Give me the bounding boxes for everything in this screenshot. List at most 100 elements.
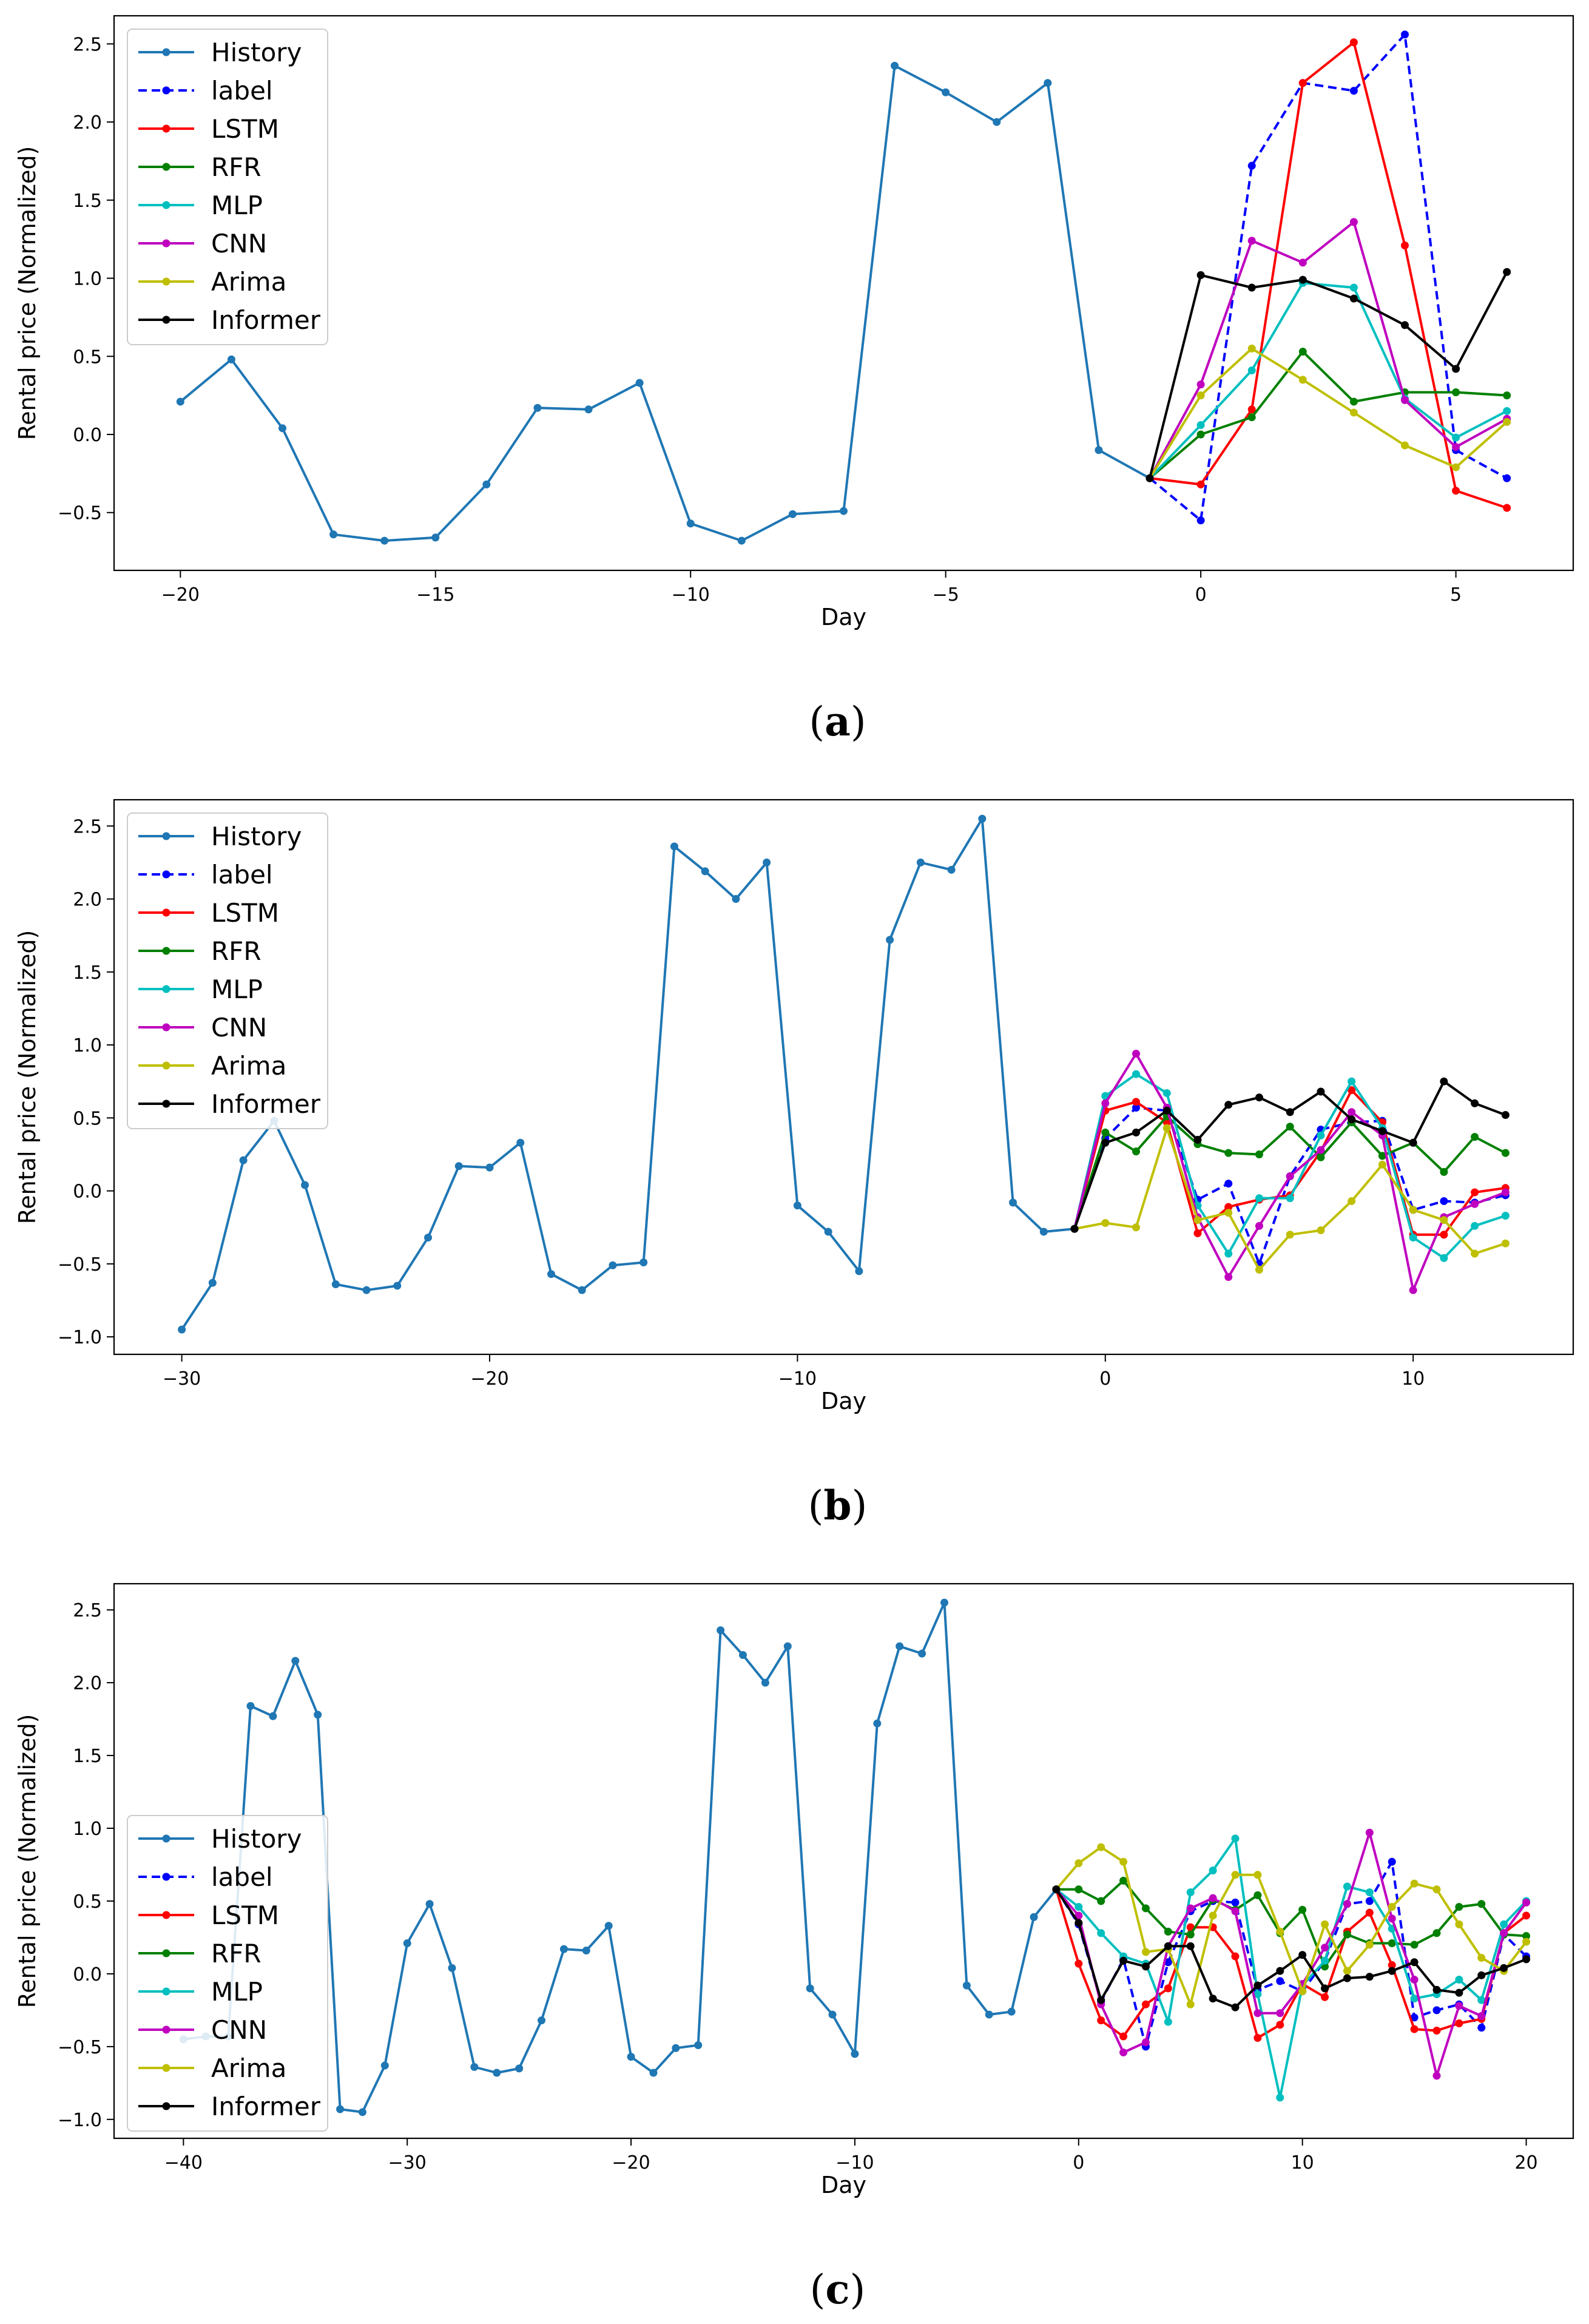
data-point-lstm [1075,1959,1083,1968]
x-tick-label: 20 [1514,2152,1537,2174]
data-point-cnn [1471,1200,1479,1208]
data-point-rfr [1388,1939,1396,1948]
data-point-rfr [1224,1149,1233,1157]
data-point-mlp [1500,1920,1508,1928]
data-point-rfr [1247,413,1256,422]
y-tick-label: 1.0 [73,1035,102,1056]
data-point-history [739,1651,747,1660]
legend-label-rfr: RFR [211,1939,261,1968]
data-point-informer [1410,1958,1419,1967]
data-point-history [246,1702,255,1711]
caption-close: ) [852,1482,868,1529]
legend-label-rfr: RFR [211,936,261,966]
data-point-mlp [1224,1249,1233,1258]
legend-label-history: History [211,1824,302,1854]
data-point-arima [1253,1871,1262,1879]
data-point-history [840,507,848,515]
data-point-history [635,379,644,387]
data-point-cnn [1231,1907,1240,1916]
data-point-arima [1501,1239,1510,1248]
data-point-lstm [1193,1229,1202,1237]
data-point-label [1365,1897,1374,1905]
series-line-lstm [1054,1889,1527,2039]
caption-close: ) [850,2266,866,2313]
legend-marker [162,124,170,133]
series-mlp [1070,1070,1510,1262]
data-point-informer [1132,1128,1141,1137]
data-point-rfr [1298,348,1307,356]
data-point-rfr [1440,1167,1448,1176]
data-point-informer [1343,1974,1351,1982]
data-point-informer [1097,1996,1105,2004]
data-point-informer [1253,1981,1262,1990]
x-tick-label: −40 [164,2152,203,2174]
data-point-informer [1186,1942,1195,1950]
data-point-rfr [1410,1941,1419,1949]
data-point-cnn [1141,2038,1150,2047]
data-point-history [425,1900,434,1908]
data-point-mlp [1253,1990,1262,1999]
data-point-label [1349,87,1358,95]
data-point-label [1132,1104,1141,1112]
data-point-history [269,1712,277,1720]
legend-label-mlp: MLP [211,1977,263,2007]
x-tick-label: 10 [1402,1368,1425,1390]
legend-label-informer: Informer [211,305,321,335]
panel-caption: (c) [810,2266,866,2313]
series-line-lstm [1149,41,1508,509]
data-point-history [1044,79,1052,87]
data-point-history [331,1280,340,1289]
plot-frame [113,799,1574,1356]
data-point-history [485,1163,494,1172]
data-point-history [584,405,593,414]
data-point-arima [1119,1857,1128,1866]
y-tick-label: 1.0 [73,1819,102,1840]
data-point-mlp [1231,1834,1240,1843]
y-tick-label: 2.0 [73,112,102,133]
data-point-lstm [1097,2016,1105,2025]
data-point-rfr [1286,1123,1294,1131]
data-point-history [403,1939,411,1948]
data-point-lstm [1503,504,1511,512]
data-point-cnn [1452,443,1460,451]
series-line-label [1149,33,1508,522]
data-point-label [1503,474,1511,482]
legend-label-cnn: CNN [211,229,267,258]
x-axis-label: Day [821,1388,866,1414]
data-point-arima [1348,1197,1356,1205]
data-point-arima [1409,1206,1417,1214]
legend: History label LSTM RFR MLP CNN Arima Informer [127,29,328,345]
data-point-informer [1317,1087,1325,1096]
data-point-arima [1365,1941,1374,1949]
chart-panel-b: −30 −20 −10 0 10 −1.0 −0.5 0.0 0.5 1.0 1.5 2.0 2.5 Da… [14,799,1574,1529]
data-point-arima [1286,1231,1294,1239]
data-point-informer [1471,1099,1479,1107]
legend-label-mlp: MLP [211,975,263,1004]
data-point-history [178,1325,186,1334]
data-point-lstm [1440,1231,1448,1239]
data-point-history [448,1964,456,1972]
x-tick-label: −15 [416,584,454,606]
data-point-informer [1432,1985,1441,1994]
data-point-rfr [1432,1929,1441,1937]
data-point-mlp [1075,1903,1083,1911]
legend-label-label: label [211,76,273,106]
data-point-rfr [1501,1149,1510,1157]
x-tick-label: 0 [1195,584,1207,606]
caption-open: ( [809,698,825,745]
data-point-history [701,867,709,876]
legend-label-mlp: MLP [211,191,263,220]
data-point-informer [1500,1964,1508,1972]
data-point-mlp [1455,1976,1463,1984]
data-point-rfr [1455,1903,1463,1911]
data-point-rfr [1132,1147,1141,1156]
data-point-history [916,858,925,866]
data-point-label [1388,1857,1396,1866]
data-point-lstm [1388,1961,1396,1970]
y-tick-label: 1.5 [73,191,102,212]
data-point-arima [1432,1885,1441,1894]
data-point-history [940,1598,948,1607]
data-point-lstm [1365,1908,1374,1917]
data-point-rfr [1164,1927,1172,1936]
data-point-label [1164,1958,1172,1967]
